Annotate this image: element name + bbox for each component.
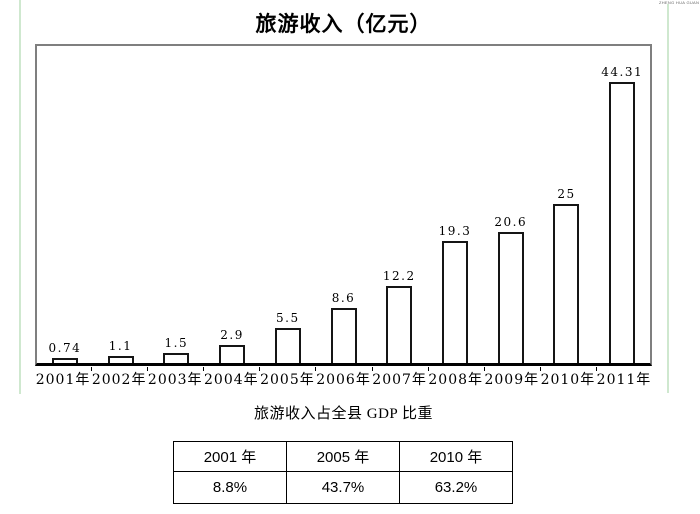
bar (386, 286, 413, 363)
bar-value-label: 1.5 (164, 336, 189, 350)
bar (330, 308, 357, 363)
table-header-cell: 2001 年 (173, 441, 287, 472)
bar-value-label: 19.3 (438, 224, 472, 238)
x-axis-label: 2009年 (484, 372, 540, 388)
axis-tick (315, 367, 317, 371)
bar-slot: 8.6 (316, 46, 372, 363)
table-header-row: 2001 年 2005 年 2010 年 (173, 441, 513, 472)
page-grid-line-left (19, 0, 21, 394)
axis-tick (259, 367, 261, 371)
bar-slot: 44.31 (594, 46, 650, 363)
bar (497, 232, 524, 363)
bar (107, 356, 134, 363)
table-title: 旅游收入占全县 GDP 比重 (254, 406, 433, 422)
bar-slot: 19.3 (427, 46, 483, 363)
bar (51, 358, 78, 363)
x-axis-label: 2002年 (91, 372, 147, 388)
bar-slot: 12.2 (371, 46, 427, 363)
plot-area: 0.74 1.1 1.5 2.9 5.5 8.6 12.2 19.3 20.6 25 44.31 (35, 44, 652, 366)
bar-value-label: 2.9 (220, 328, 244, 342)
watermark-text: ZHENG HUA GUAN (659, 0, 700, 5)
x-labels-row: 2001年 2002年 2003年 2004年 2005年 2006年 2007年 2008年… (35, 369, 652, 389)
chart-title: 旅游收入（亿元） (255, 12, 432, 36)
bar (219, 345, 246, 363)
table-header-cell: 2005 年 (286, 441, 400, 472)
x-axis-label: 2003年 (147, 372, 203, 388)
axis-tick (483, 367, 485, 371)
axis-tick (539, 367, 541, 371)
table-value-row: 8.8% 43.7% 63.2% (173, 471, 513, 504)
x-axis-label: 2008年 (428, 372, 484, 388)
x-axis-label: 2001年 (35, 372, 91, 388)
bar-value-label: 12.2 (382, 269, 416, 283)
table-value-cell: 43.7% (286, 471, 400, 504)
table-value-cell: 8.8% (173, 471, 287, 504)
table-header-cell: 2010 年 (399, 441, 513, 472)
gdp-share-table: 2001 年 2005 年 2010 年 8.8% 43.7% 63.2% (173, 441, 513, 504)
table-value-cell: 63.2% (399, 471, 513, 504)
bar-slot: 5.5 (260, 46, 316, 363)
x-axis-label: 2007年 (372, 372, 427, 388)
bar (274, 328, 301, 363)
bar-slot: 0.74 (37, 46, 93, 363)
bar-slot: 2.9 (204, 46, 260, 363)
bar-value-label: 0.74 (48, 341, 82, 355)
bar-slot: 20.6 (483, 46, 539, 363)
page-grid-line-right (667, 4, 669, 393)
bars-row: 0.74 1.1 1.5 2.9 5.5 8.6 12.2 19.3 20.6 25 44.31 (37, 46, 650, 363)
bar-value-label: 1.1 (108, 339, 133, 353)
x-axis-label: 2010年 (540, 372, 596, 388)
axis-tick (371, 367, 373, 371)
axis-tick (595, 367, 597, 371)
axis-tick (147, 367, 149, 371)
bar (442, 241, 468, 363)
bar (163, 353, 190, 363)
bar-value-label: 8.6 (331, 291, 356, 305)
bar (609, 82, 636, 363)
axis-tick (91, 367, 93, 371)
x-axis-label: 2005年 (260, 372, 315, 388)
bar (553, 204, 580, 363)
x-axis-label: 2004年 (204, 372, 259, 388)
bar-value-label: 20.6 (494, 215, 528, 229)
bar-slot: 1.1 (93, 46, 149, 363)
axis-tick (427, 367, 429, 371)
x-axis-label: 2011年 (596, 372, 652, 388)
axis-tick (203, 367, 205, 371)
x-axis-label: 2006年 (316, 372, 371, 388)
bar-slot: 1.5 (148, 46, 204, 363)
bar-slot: 25 (539, 46, 595, 363)
bar-value-label: 5.5 (276, 311, 300, 325)
bar-value-label: 44.31 (601, 65, 644, 79)
bar-value-label: 25 (557, 187, 576, 201)
ticks-row (35, 367, 652, 372)
